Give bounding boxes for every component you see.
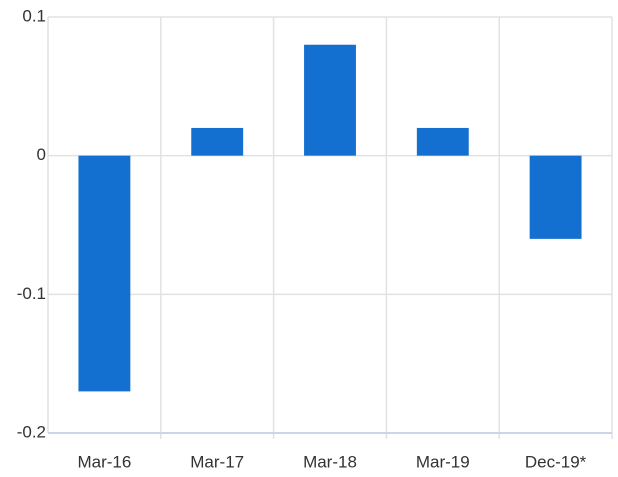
x-tick-label: Dec-19* [525, 452, 587, 471]
y-tick-label: 0.1 [22, 6, 46, 25]
x-tick-label: Mar-18 [303, 452, 357, 471]
bar [529, 155, 582, 239]
bar [416, 127, 469, 156]
x-tick-label: Mar-17 [190, 452, 244, 471]
bar [191, 127, 244, 156]
y-tick-label: 0 [37, 145, 46, 164]
bar [304, 44, 356, 156]
y-tick-label: -0.2 [17, 422, 46, 441]
bar [78, 155, 131, 392]
x-tick-label: Mar-16 [77, 452, 131, 471]
y-tick-label: -0.1 [17, 284, 46, 303]
x-tick-label: Mar-19 [416, 452, 470, 471]
